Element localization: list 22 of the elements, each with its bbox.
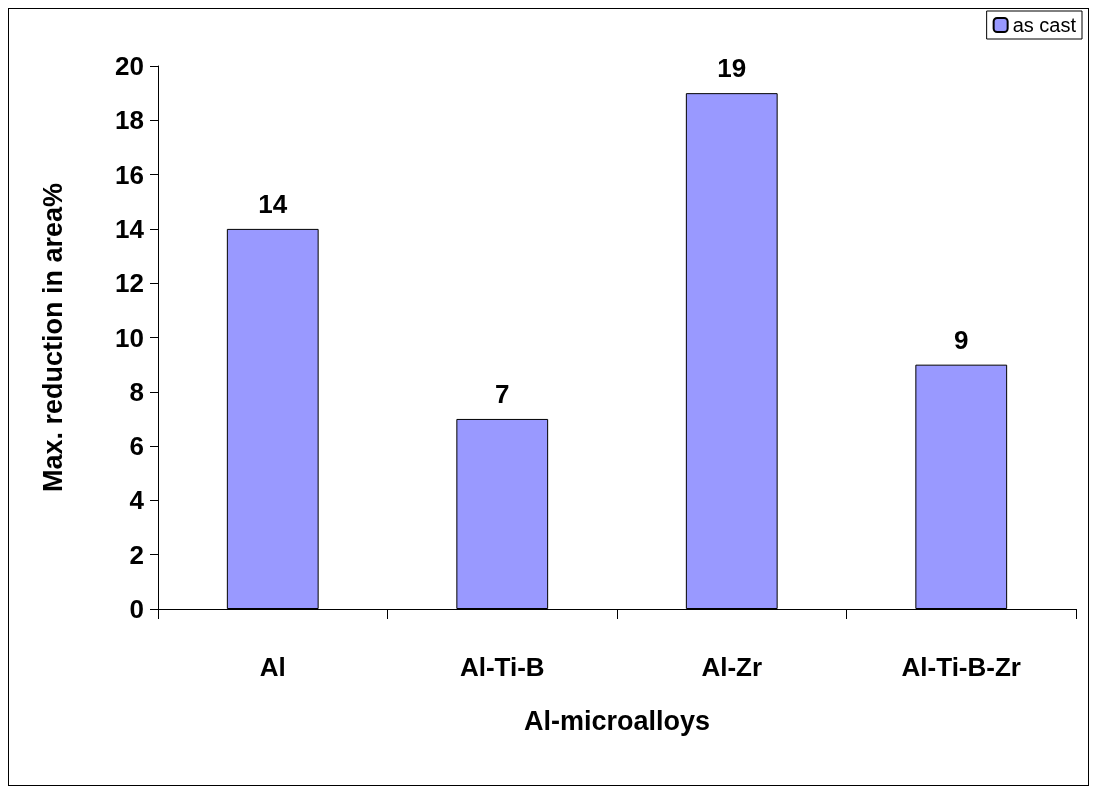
y-tick-label: 10 xyxy=(115,322,144,353)
y-tick-label: 14 xyxy=(115,213,145,244)
data-label: 14 xyxy=(258,188,288,219)
x-tick-label: Al-Ti-B-Zr xyxy=(901,652,1021,682)
y-tick-label: 6 xyxy=(129,431,144,462)
y-tick-label: 0 xyxy=(129,594,144,624)
x-axis-title: Al-microalloys xyxy=(523,705,711,736)
legend-label: as cast xyxy=(1012,14,1077,36)
y-tick-label: 16 xyxy=(115,159,144,190)
y-tick-label: 2 xyxy=(129,539,144,570)
x-tick-label: Al-Zr xyxy=(701,652,763,682)
data-label: 9 xyxy=(954,324,969,355)
x-tick-label: Al-Ti-B xyxy=(459,652,545,682)
y-tick-label: 4 xyxy=(129,485,145,516)
y-tick-label: 20 xyxy=(115,51,144,81)
x-tick-label: Al xyxy=(259,652,286,682)
data-label: 7 xyxy=(495,378,510,409)
y-tick-label: 8 xyxy=(129,376,144,407)
y-axis-title: Max. reduction in area% xyxy=(37,182,68,493)
data-label: 19 xyxy=(717,53,747,84)
y-tick-label: 12 xyxy=(115,268,144,299)
y-tick-label: 18 xyxy=(115,105,144,136)
